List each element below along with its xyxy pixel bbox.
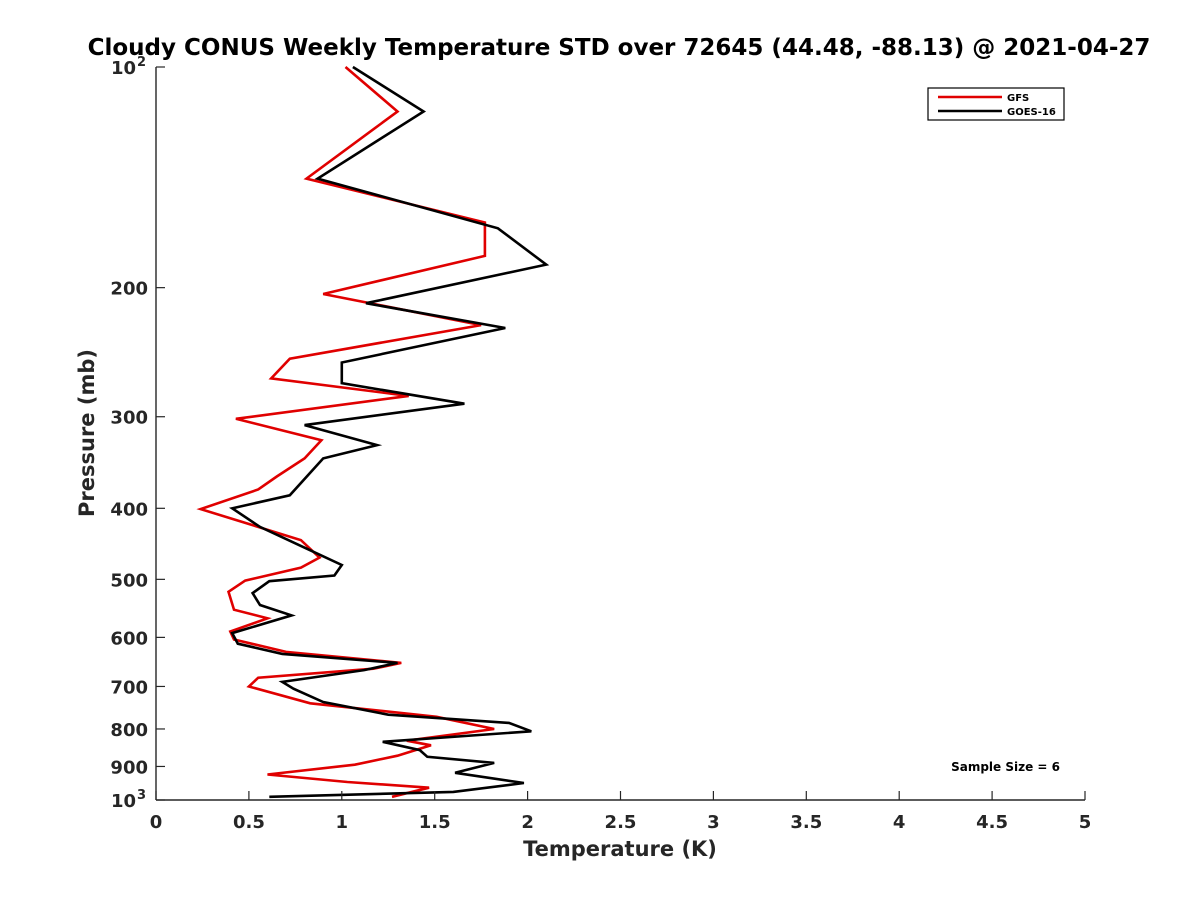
x-tick-label: 1 (336, 812, 349, 833)
y-tick-label: 200 (110, 279, 148, 300)
x-tick-label: 5 (1079, 812, 1092, 833)
y-axis-label: Pressure (mb) (75, 349, 99, 517)
legend-label: GOES-16 (1007, 107, 1056, 118)
x-tick-label: 3.5 (790, 812, 822, 833)
legend-box (927, 87, 1065, 121)
x-tick-label: 3 (707, 812, 720, 833)
x-tick-label: 0 (150, 812, 163, 833)
y-tick-label: 900 (110, 757, 148, 778)
legend: GFS GOES-16 (927, 87, 1065, 121)
x-tick-label: 4.5 (976, 812, 1008, 833)
legend-label: GFS (1007, 93, 1029, 104)
y-tick-label-exponent: 3 (137, 788, 146, 803)
x-tick-label: 1.5 (419, 812, 451, 833)
y-tick-label: 500 (110, 570, 148, 591)
series-line-gfs (196, 66, 495, 799)
x-axis-label: Temperature (K) (523, 837, 717, 861)
y-tick-label: 400 (110, 499, 148, 520)
x-tick-label: 2.5 (605, 812, 637, 833)
y-tick-label-base: 10 (111, 791, 136, 812)
y-tick-label-exponent: 2 (137, 55, 146, 70)
y-tick-label: 300 (110, 408, 148, 429)
y-tick-label: 700 (110, 677, 148, 698)
chart-title: Cloudy CONUS Weekly Temperature STD over… (88, 35, 1151, 61)
x-ticks: 0 0.5 1 1.5 2 2.5 3 3.5 4 4.5 5 (150, 791, 1092, 833)
y-tick-label: 800 (110, 720, 148, 741)
x-tick-label: 4 (893, 812, 906, 833)
y-tick-label: 600 (110, 628, 148, 649)
sample-size-annotation: Sample Size = 6 (951, 760, 1060, 774)
series-layer (196, 65, 550, 799)
series-line-goes-16 (228, 65, 550, 799)
y-tick-label-base: 10 (111, 58, 136, 79)
x-tick-label: 2 (521, 812, 534, 833)
x-tick-label: 0.5 (233, 812, 265, 833)
